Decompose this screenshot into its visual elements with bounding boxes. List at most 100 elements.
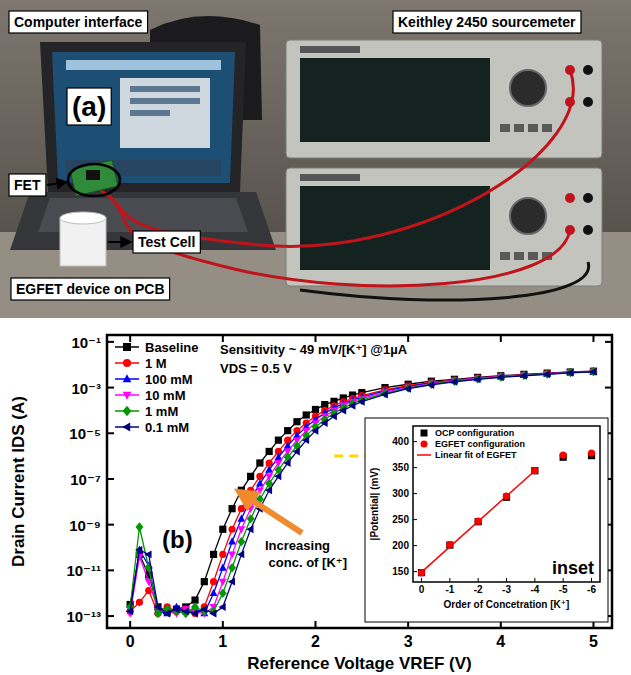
marker bbox=[219, 551, 226, 558]
marker bbox=[520, 372, 527, 380]
annotation-line: conc. of [K⁺] bbox=[265, 555, 347, 570]
annotation: Increasing conc. of [K⁺] bbox=[265, 538, 347, 570]
test-cell bbox=[60, 218, 106, 266]
sourcemeter-display bbox=[300, 186, 490, 270]
marker bbox=[135, 546, 142, 554]
legend-label: Baseline bbox=[145, 340, 198, 355]
marker bbox=[357, 398, 364, 406]
fit-line bbox=[422, 471, 535, 572]
plot-frame bbox=[107, 335, 612, 628]
marker bbox=[228, 563, 236, 572]
test-cell-top bbox=[60, 212, 106, 224]
marker bbox=[144, 550, 151, 558]
marker bbox=[247, 473, 254, 480]
sourcemeter-button bbox=[542, 124, 552, 132]
legend-line bbox=[417, 454, 431, 456]
marker bbox=[219, 589, 227, 598]
tick-label: 200 bbox=[392, 540, 409, 551]
label-box bbox=[9, 11, 148, 33]
marker bbox=[238, 487, 245, 494]
marker bbox=[421, 441, 428, 448]
legend-label: 1 M bbox=[145, 356, 167, 371]
marker bbox=[404, 383, 412, 392]
photo-label: (a) bbox=[67, 88, 111, 125]
screen-ui bbox=[130, 98, 200, 104]
photo-label-text: (a) bbox=[72, 91, 106, 122]
marker bbox=[543, 370, 550, 378]
marker bbox=[163, 609, 170, 617]
tick-label: 10⁻¹³ bbox=[66, 608, 101, 625]
terminal bbox=[565, 193, 575, 203]
photo-label: EGFET device on PCB bbox=[11, 278, 170, 300]
marker bbox=[228, 578, 235, 586]
marker bbox=[210, 578, 217, 585]
marker bbox=[201, 578, 208, 585]
marker bbox=[590, 367, 598, 376]
screen-ui bbox=[130, 86, 200, 92]
sourcemeter-button bbox=[514, 252, 524, 260]
inset-frame bbox=[413, 426, 600, 582]
marker bbox=[588, 449, 595, 456]
marker bbox=[237, 515, 245, 522]
marker bbox=[348, 402, 355, 410]
marker bbox=[330, 412, 337, 420]
tick-label: 1 bbox=[218, 633, 227, 650]
tick-label: -2 bbox=[474, 584, 483, 595]
marker bbox=[339, 406, 346, 414]
tick-label: 10⁻¹¹ bbox=[66, 562, 101, 579]
marker bbox=[210, 589, 218, 596]
photo-label: FET bbox=[9, 174, 46, 196]
sourcemeter-button bbox=[528, 124, 538, 132]
pointer-arrow bbox=[47, 182, 66, 185]
tick-label: 10⁻⁵ bbox=[69, 425, 101, 442]
screen-ui bbox=[120, 78, 210, 148]
marker bbox=[247, 487, 254, 494]
marker bbox=[293, 447, 300, 455]
pointer-arrow bbox=[108, 241, 130, 243]
label-box bbox=[11, 278, 170, 300]
marker bbox=[238, 505, 245, 512]
fet-highlight bbox=[68, 164, 120, 196]
marker bbox=[473, 375, 480, 383]
axis-title: Order of Concetration [K⁺] bbox=[444, 599, 570, 610]
tick-label: 350 bbox=[392, 462, 409, 473]
label-box bbox=[9, 174, 46, 196]
screen-ui bbox=[130, 110, 170, 116]
sourcemeter-knob bbox=[510, 198, 546, 234]
tick-label: -1 bbox=[445, 584, 454, 595]
marker bbox=[122, 423, 130, 432]
sourcemeter-button bbox=[528, 252, 538, 260]
marker bbox=[275, 437, 282, 444]
laptop-screen bbox=[52, 52, 235, 183]
marker bbox=[589, 368, 596, 376]
tick-label: 400 bbox=[392, 436, 409, 447]
cable bbox=[100, 70, 573, 246]
marker bbox=[450, 378, 457, 386]
terminal bbox=[583, 65, 593, 75]
marker bbox=[381, 390, 388, 398]
figure: Computer interfaceKeithley 2450 sourceme… bbox=[0, 0, 631, 675]
marker bbox=[246, 525, 253, 533]
sourcemeter-button bbox=[500, 252, 510, 260]
marker bbox=[543, 369, 551, 378]
marker bbox=[136, 599, 143, 606]
tick-label: 10⁻¹ bbox=[71, 334, 101, 351]
marker bbox=[311, 427, 318, 435]
marker bbox=[237, 550, 244, 558]
marker bbox=[237, 526, 245, 533]
marker bbox=[210, 551, 217, 558]
marker bbox=[496, 373, 503, 381]
marker bbox=[154, 603, 161, 611]
sourcemeter-knob bbox=[510, 70, 546, 106]
marker bbox=[427, 381, 434, 389]
marker bbox=[172, 605, 179, 613]
photo-background bbox=[0, 0, 631, 318]
marker bbox=[219, 603, 226, 611]
sourcemeter-badge bbox=[300, 46, 360, 53]
legend-label: Linear fit of EGFET bbox=[435, 450, 517, 460]
tick-label: 5 bbox=[589, 633, 598, 650]
marker bbox=[284, 427, 291, 434]
marker bbox=[520, 371, 528, 380]
marker bbox=[404, 385, 411, 393]
legend-label: OCP configuration bbox=[435, 428, 514, 438]
